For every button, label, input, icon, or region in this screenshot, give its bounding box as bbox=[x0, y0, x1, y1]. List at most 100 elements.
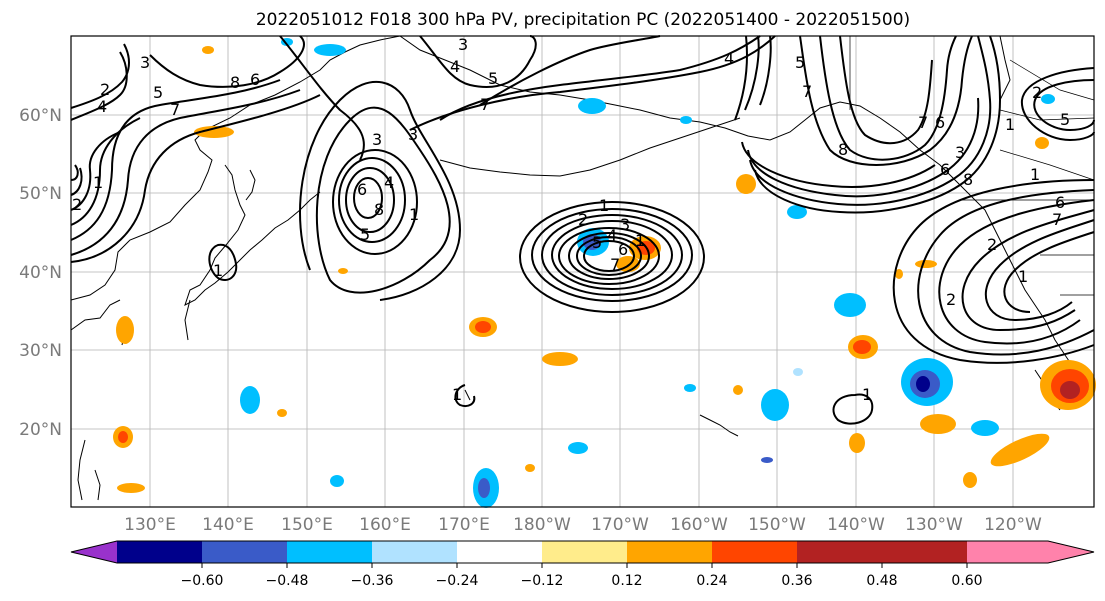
precip-blob bbox=[895, 269, 903, 279]
latitude-labels: 60°N 50°N 40°N 30°N 20°N bbox=[19, 106, 62, 440]
colorbar-segment bbox=[542, 541, 627, 563]
contour-label: 5 bbox=[488, 69, 498, 88]
precip-blob bbox=[684, 384, 696, 392]
precip-blob bbox=[240, 386, 260, 414]
pv-contours bbox=[70, 35, 1095, 425]
contour-label: 1 bbox=[862, 385, 872, 404]
pv-contour bbox=[551, 220, 673, 290]
precip-blob bbox=[853, 340, 871, 354]
contour-label: 1 bbox=[635, 231, 645, 250]
pv-contour bbox=[583, 240, 635, 272]
precip-blob bbox=[787, 205, 807, 219]
contour-label: 5 bbox=[360, 225, 370, 244]
contour-label: 4 bbox=[97, 97, 107, 116]
pv-contour bbox=[1020, 67, 1095, 142]
longitude-labels: 130°E 140°E 150°E 160°E 170°E 180°W 170°… bbox=[124, 515, 1042, 535]
pv-contour bbox=[70, 167, 83, 196]
pv-contour bbox=[149, 35, 305, 88]
contour-label: 1 bbox=[409, 205, 419, 224]
colorbar-segment bbox=[457, 541, 542, 563]
precip-blob bbox=[1060, 381, 1080, 399]
contour-label: 2 bbox=[1032, 83, 1042, 102]
contour-label: 4 bbox=[724, 49, 734, 68]
contour-label: 8 bbox=[838, 140, 848, 159]
pv-contour bbox=[832, 393, 874, 425]
precip-blob bbox=[568, 442, 588, 454]
lon-label: 150°E bbox=[281, 515, 333, 535]
pv-contour bbox=[279, 35, 365, 161]
pv-contour bbox=[734, 35, 933, 145]
colorbar-segment bbox=[287, 541, 372, 563]
lon-label: 130°E bbox=[124, 515, 176, 535]
lon-label: 150°W bbox=[748, 515, 806, 535]
lat-label: 50°N bbox=[19, 184, 62, 204]
pv-contour bbox=[345, 167, 395, 233]
precip-blob bbox=[990, 433, 1050, 467]
precip-blob bbox=[525, 464, 535, 472]
lat-label: 60°N bbox=[19, 106, 62, 126]
pv-contour bbox=[332, 149, 418, 255]
contour-label: 5 bbox=[153, 83, 163, 102]
colorbar-tick-label: 0.36 bbox=[781, 573, 812, 589]
pv-contour bbox=[419, 35, 537, 88]
pv-contour bbox=[409, 35, 776, 131]
precip-blob bbox=[277, 409, 287, 417]
contour-label: 7 bbox=[802, 82, 812, 101]
pv-contour bbox=[938, 199, 1095, 345]
contour-label: 8 bbox=[963, 170, 973, 189]
precip-blob bbox=[915, 260, 937, 268]
pv-contour bbox=[315, 106, 451, 294]
precip-blob bbox=[834, 293, 866, 317]
lon-label: 140°W bbox=[827, 515, 885, 535]
precip-blob bbox=[1041, 94, 1055, 104]
precip-blob bbox=[578, 98, 606, 114]
contour-label: 8 bbox=[230, 73, 240, 92]
colorbar-tick-label: 0.24 bbox=[696, 573, 727, 589]
contour-label: 6 bbox=[618, 240, 628, 259]
lon-label: 130°W bbox=[905, 515, 963, 535]
colorbar-segment bbox=[797, 541, 882, 563]
lat-label: 40°N bbox=[19, 263, 62, 283]
contour-label: 2 bbox=[987, 235, 997, 254]
precip-blob bbox=[338, 268, 348, 274]
colorbar-tick-label: −0.60 bbox=[181, 573, 224, 589]
colorbar-outline bbox=[70, 540, 1095, 564]
contour-label: 6 bbox=[250, 70, 260, 89]
colorbar-segment bbox=[712, 541, 797, 563]
pv-contour bbox=[749, 35, 992, 206]
pv-contour bbox=[741, 141, 936, 189]
map-frame bbox=[70, 35, 1095, 508]
lat-label: 30°N bbox=[19, 341, 62, 361]
contour-label: 2 bbox=[72, 195, 82, 214]
contour-labels: 2 4 3 5 8 6 7 1 3 4 5 7 3 4 6 3 8 5 1 2 … bbox=[72, 35, 1070, 404]
precip-blob bbox=[761, 457, 773, 463]
pv-contour bbox=[70, 89, 301, 256]
pv-contour bbox=[754, 35, 1002, 214]
pv-contour bbox=[70, 117, 141, 226]
pv-contour bbox=[961, 209, 1095, 332]
lon-label: 140°E bbox=[202, 515, 254, 535]
colorbar-tick-label: 0.60 bbox=[951, 573, 982, 589]
contour-label: 3 bbox=[408, 125, 418, 144]
lat-label: 20°N bbox=[19, 420, 62, 440]
pv-contour bbox=[70, 79, 281, 241]
contour-label: 2 bbox=[578, 210, 588, 229]
contour-label: 6 bbox=[357, 180, 367, 199]
contour-label: 1 bbox=[1005, 115, 1015, 134]
contour-label: 5 bbox=[795, 53, 805, 72]
contour-label: 3 bbox=[955, 143, 965, 162]
contour-label: 4 bbox=[607, 226, 617, 245]
pv-contour bbox=[479, 35, 661, 106]
pv-contour bbox=[576, 236, 642, 276]
colorbar-segment bbox=[882, 541, 967, 563]
contour-label: 5 bbox=[1060, 110, 1070, 129]
precip-blob bbox=[542, 352, 578, 366]
precip-blob bbox=[314, 44, 346, 56]
lon-label: 160°E bbox=[359, 515, 411, 535]
contour-label: 7 bbox=[170, 100, 180, 119]
precip-blob bbox=[1035, 137, 1049, 149]
pv-contour bbox=[744, 35, 957, 161]
pv-contour bbox=[208, 243, 238, 282]
precip-blob bbox=[330, 475, 344, 487]
contour-label: 2 bbox=[100, 80, 110, 99]
